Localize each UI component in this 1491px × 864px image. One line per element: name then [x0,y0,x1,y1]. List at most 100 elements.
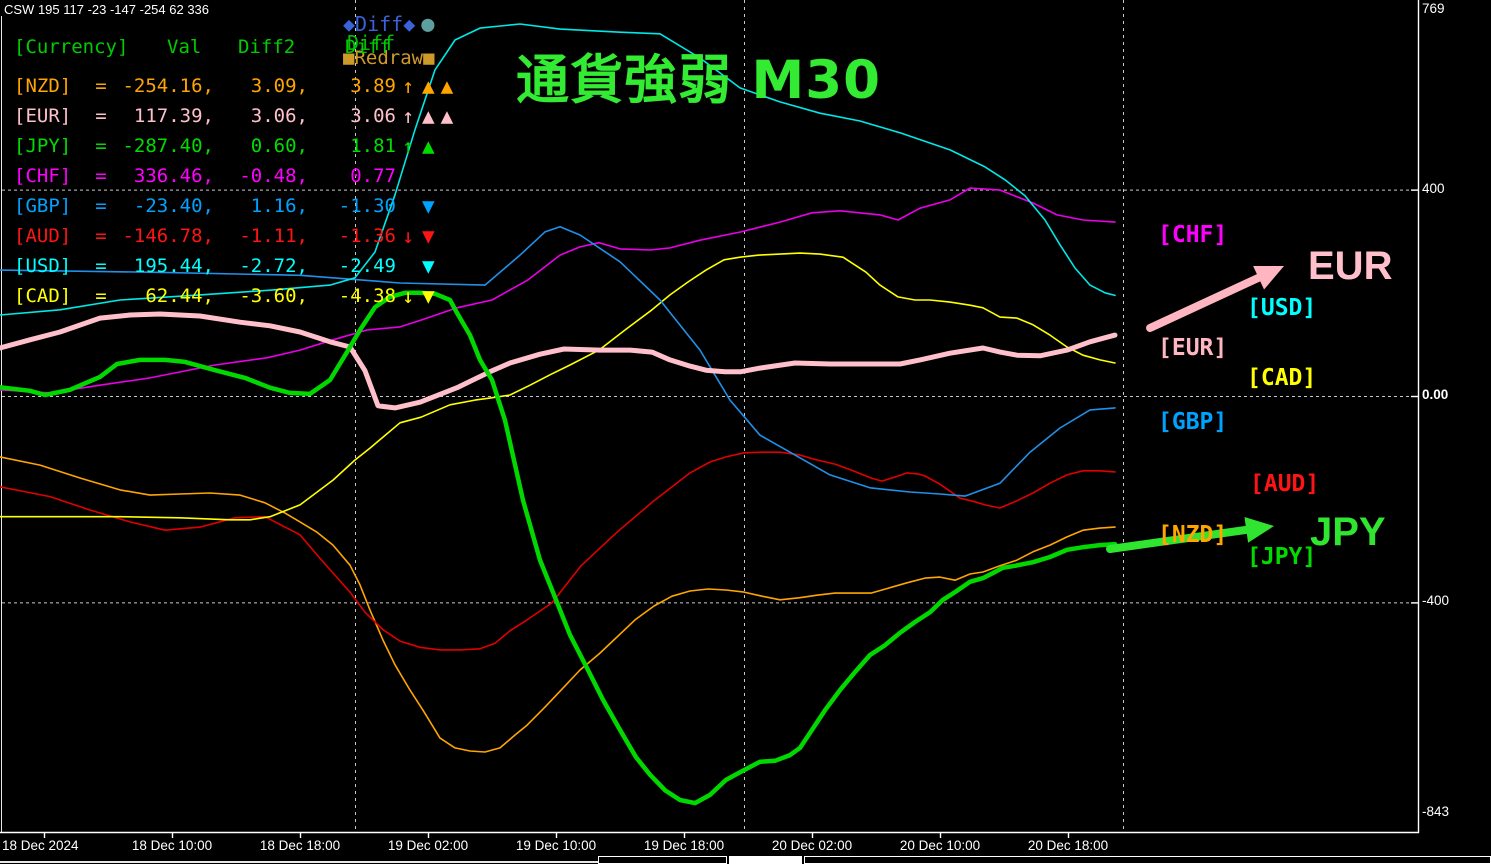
indicator-status-line: CSW 195 117 -23 -147 -254 62 336 [4,2,210,17]
value-cell: 62.44, [145,285,214,307]
eur-strength-arrow-head [1253,265,1284,290]
header-diff2: Diff2 [238,36,296,58]
eur-strength-arrow [1146,273,1263,332]
series-aud [0,451,1116,651]
trend-arrow-icon: ↓ [401,224,415,248]
trend-arrow-icon: ↓ [401,284,415,308]
currency-label: [USD] [14,255,72,277]
series-eur [0,311,1118,411]
currency-tag-eur: [EUR] [1158,335,1228,361]
trend-arrow-icon: ↑ [401,104,415,128]
currency-tag-gbp: [GBP] [1158,409,1228,435]
diff-cell: -1.30 [338,195,396,217]
diff-cell: 1.81 [350,135,396,157]
value-cell: 336.46, [133,165,214,187]
diff-cell: -4.38 [338,285,396,307]
bottom-panel-highlight [729,856,802,864]
currency-tag-chf: [CHF] [1158,222,1228,248]
y-axis-label: -843 [1422,804,1450,819]
x-axis-label: 19 Dec 10:00 [515,838,597,853]
currency-table: [NZD] = -254.16, 3.09, 3.89 ↑ ▲▲ [EUR] = 117.39, 3… [14,71,459,311]
equals-sign: = [95,105,107,127]
currency-label: [CHF] [14,165,72,187]
diff2-cell: 3.09, [250,75,308,97]
diff-toggle-button[interactable]: ◆Diff◆ ● [343,12,435,37]
equals-sign: = [95,255,107,277]
currency-tag-usd: [USD] [1247,295,1317,321]
value-cell: 117.39, [133,105,214,127]
x-axis-label: 20 Dec 18:00 [1027,838,1109,853]
diff-cell: -2.49 [338,255,396,277]
redraw-button[interactable]: ■Redraw■ [343,47,435,69]
currency-label: [CAD] [14,285,72,307]
square-icon: ■ [343,47,355,69]
diamond-icon: ◆ [343,12,356,36]
y-axis-label: 769 [1422,1,1445,16]
value-cell: 195.44, [133,255,214,277]
x-axis-label: 20 Dec 10:00 [899,838,981,853]
diff2-cell: -2.72, [239,255,308,277]
table-row-usd: [USD] = 195.44, -2.72, -2.49 ▼ [14,251,459,281]
diff-cell: 3.89 [350,75,396,97]
jpy-strength-arrow-head [1244,517,1274,543]
trend-triangle-icon: ▼ [422,194,441,218]
chart-title: 通貨強弱 M30 [516,50,881,111]
equals-sign: = [95,195,107,217]
trend-arrow-icon: ↑ [401,74,415,98]
trend-triangle-icon: ▼ [422,254,441,278]
header-currency: [Currency] [14,36,129,58]
table-row-gbp: [GBP] = -23.40, 1.16, -1.30 ▼ [14,191,459,221]
equals-sign: = [95,285,107,307]
value-cell: -146.78, [122,225,214,247]
currency-tag-cad: [CAD] [1247,365,1317,391]
diff2-cell: -3.60, [239,285,308,307]
equals-sign: = [95,225,107,247]
bottom-divider-line [0,861,600,863]
diff-secondary-label: Diff [347,31,396,55]
diff2-cell: 3.06, [250,105,308,127]
table-row-nzd: [NZD] = -254.16, 3.09, 3.89 ↑ ▲▲ [14,71,459,101]
bottom-panel-segment [598,856,727,864]
table-row-eur: [EUR] = 117.39, 3.06, 3.06 ↑ ▲▲ [14,101,459,131]
trend-triangle-icon: ▲ [422,134,441,158]
series-jpy [0,290,1118,806]
table-row-jpy: [JPY] = -287.40, 0.60, 1.81 ↑ ▲ [14,131,459,161]
series-nzd [0,456,1116,753]
x-axis-label: 19 Dec 18:00 [643,838,725,853]
x-axis-label: 18 Dec 18:00 [259,838,341,853]
dot-icon: ● [421,12,435,37]
bottom-panel-segment [804,856,1491,864]
equals-sign: = [95,135,107,157]
equals-sign: = [95,75,107,97]
currency-tag-aud: [AUD] [1250,471,1320,497]
x-axis-label: 19 Dec 02:00 [387,838,469,853]
trend-triangle-icon: ▲▲ [422,104,460,128]
currency-tag-nzd: [NZD] [1158,522,1228,548]
trend-triangle-icon: ▲▲ [422,74,460,98]
x-axis-label: 20 Dec 02:00 [771,838,853,853]
value-cell: -23.40, [133,195,214,217]
currency-label: [EUR] [14,105,72,127]
trend-triangle-icon: ▼ [422,284,441,308]
y-axis-label: 0.00 [1422,387,1449,402]
trend-arrow-icon: ↑ [401,134,415,158]
header-val: Val [167,36,202,58]
redraw-label: Redraw [354,47,424,69]
y-axis-label: -400 [1422,593,1450,609]
diff2-cell: 0.60, [250,135,308,157]
y-axis-label: 400 [1422,180,1445,196]
diff-toggle-label: Diff [355,12,404,36]
diff2-cell: -1.11, [239,225,308,247]
x-axis-label: 18 Dec 2024 [2,838,79,853]
diff2-cell: 1.16, [250,195,308,217]
currency-label: [AUD] [14,225,72,247]
table-row-cad: [CAD] = 62.44, -3.60, -4.38 ↓ ▼ [14,281,459,311]
diff2-cell: -0.48, [239,165,308,187]
currency-label: [GBP] [14,195,72,217]
strength-callout-jpy: JPY [1310,510,1386,554]
currency-tag-jpy: [JPY] [1247,544,1317,570]
diff-cell: 0.77 [350,165,396,187]
header-diff: Diff [345,36,391,58]
value-cell: -287.40, [122,135,214,157]
